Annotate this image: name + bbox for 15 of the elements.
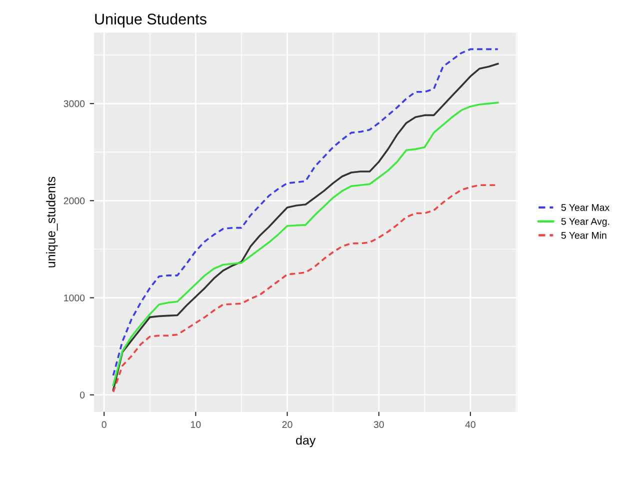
y-tick-label: 1000 [64, 294, 85, 302]
y-tick-label: 3000 [64, 100, 85, 108]
y-axis-title: unique_students [46, 176, 58, 268]
x-tick-label: 20 [282, 421, 292, 428]
x-tick-label: 30 [374, 421, 384, 428]
x-tick-label: 40 [465, 421, 476, 428]
legend-label: 5 Year Min [561, 232, 606, 239]
legend-label: 5 Year Max [561, 204, 610, 211]
x-axis-title: day [296, 435, 316, 448]
chart-title: Unique Students [95, 13, 206, 28]
legend-label: 5 Year Avg. [561, 218, 610, 227]
x-tick-label: 0 [102, 421, 106, 428]
y-tick-label: 2000 [64, 197, 85, 204]
x-tick-label: 10 [191, 421, 201, 428]
y-tick-label: 0 [80, 392, 85, 398]
